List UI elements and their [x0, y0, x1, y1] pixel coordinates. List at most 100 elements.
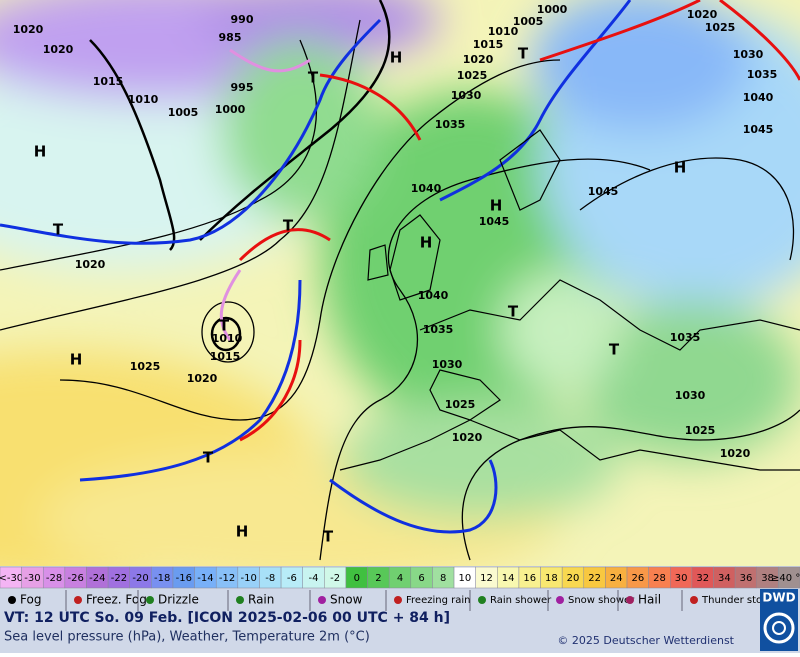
scale-label: 14 [502, 573, 515, 584]
scale-label: -8 [265, 573, 275, 584]
isobar-label: 1005 [168, 106, 199, 119]
dwd-logo-text: DWD [762, 591, 795, 605]
fronts [0, 0, 800, 534]
scale-label: -16 [176, 573, 192, 584]
scale-label: ≥40 °C [771, 573, 800, 584]
isobar-label: 1025 [445, 398, 476, 411]
coast [339, 419, 800, 471]
low-pressure: T [53, 221, 64, 239]
legend-label: Freez. Fog [86, 593, 147, 607]
scale-label: 18 [545, 573, 558, 584]
legend-label: Rain shower [490, 595, 552, 606]
isobar-label: 1000 [537, 3, 568, 16]
isobar-label: 1020 [687, 8, 718, 21]
scale-label: 10 [458, 573, 471, 584]
scale-label: -4 [309, 573, 319, 584]
warm-front [239, 339, 302, 442]
logo-swirl [772, 621, 786, 635]
isobar-label: 990 [231, 13, 254, 26]
isobar-label: 985 [219, 31, 242, 44]
scale-label: 12 [480, 573, 493, 584]
scale-label: 4 [397, 573, 403, 584]
isobar-label: 1045 [479, 215, 510, 228]
isobar-label: 1035 [435, 118, 466, 131]
legend-icon [146, 596, 154, 604]
scale-label: -14 [197, 573, 213, 584]
legend-label: Freezing rain [406, 595, 470, 606]
scale-label: 28 [653, 573, 666, 584]
scale-label: 30 [675, 573, 688, 584]
isobar-label: 1015 [93, 75, 124, 88]
scale-label: -26 [68, 573, 84, 584]
isobar-label: 1045 [743, 123, 774, 136]
scale-label: -28 [46, 573, 62, 584]
legend-label: Snow [330, 593, 363, 607]
isobar-label: 1030 [451, 89, 482, 102]
scale-label: 8 [440, 573, 446, 584]
isobar-label: 1030 [675, 389, 706, 402]
scale-label: 6 [418, 573, 424, 584]
isobar [461, 409, 800, 561]
low-pressure: T [508, 303, 519, 321]
legend-icon [394, 596, 402, 604]
isobar-label: 1015 [473, 38, 504, 51]
isobar-label: 1020 [187, 372, 218, 385]
isobar-label: 1015 [210, 350, 241, 363]
legend-icon [236, 596, 244, 604]
high-pressure: H [70, 351, 83, 369]
scale-label: 24 [610, 573, 623, 584]
isobar-label: 1025 [705, 21, 736, 34]
isobar-label: 1025 [457, 69, 488, 82]
isobar-label: 1000 [215, 103, 246, 116]
coast [419, 279, 800, 351]
valid-time: VT: 12 UTC So. 09 Feb. [ICON 2025-02-06 … [4, 610, 450, 626]
scale-label: 0 [354, 573, 360, 584]
legend-icon [690, 596, 698, 604]
scale-label: 36 [740, 573, 753, 584]
isobar [89, 39, 176, 251]
temperature-scale: <-30 -30 -28 -26 -24 -22 -20 -18 -16 -14 -12 -10 -8-… [0, 566, 800, 589]
cold-front [79, 279, 302, 482]
legend-icon [74, 596, 82, 604]
legend-icon [626, 596, 634, 604]
legend-label: Hail [638, 593, 661, 607]
weather-legend: Fog Freez. Fog Drizzle Rain Snow Freezing rai… [8, 590, 776, 611]
isobar-label: 1020 [75, 258, 106, 271]
isobar-label: 1035 [747, 68, 778, 81]
scale-label: -12 [219, 573, 235, 584]
low-pressure: T [308, 69, 319, 87]
isobar-label: 1040 [418, 289, 449, 302]
cold-front [439, 0, 632, 202]
isobar-label: 1010 [212, 332, 243, 345]
legend-icon [318, 596, 326, 604]
low-pressure: T [283, 217, 294, 235]
low-pressure: T [609, 341, 620, 359]
occlusion [229, 48, 311, 73]
scale-label: -10 [240, 573, 256, 584]
legend-icon [8, 596, 16, 604]
cold-front [329, 459, 498, 534]
scale-label: -2 [330, 573, 340, 584]
warm-front [719, 0, 800, 81]
coast [367, 244, 389, 281]
isobar-label: 1020 [463, 53, 494, 66]
low-pressure: T [219, 317, 230, 335]
scale-label: -6 [287, 573, 297, 584]
isobar-label: 1040 [411, 182, 442, 195]
isobar-label: 1010 [128, 93, 159, 106]
isobar-label: 1035 [423, 323, 454, 336]
isobar-label: 1010 [488, 25, 519, 38]
isobars [0, 0, 800, 561]
isobar-label: 1020 [43, 43, 74, 56]
coast [429, 369, 501, 421]
high-pressure: H [236, 523, 249, 541]
scale-label: 34 [718, 573, 731, 584]
scale-label: 2 [375, 573, 381, 584]
isobar [319, 158, 651, 561]
legend-label: Thunder storm [701, 595, 776, 606]
isobar-label: 1020 [720, 447, 751, 460]
low-pressure: T [203, 449, 214, 467]
isobar-label: 1045 [588, 185, 619, 198]
